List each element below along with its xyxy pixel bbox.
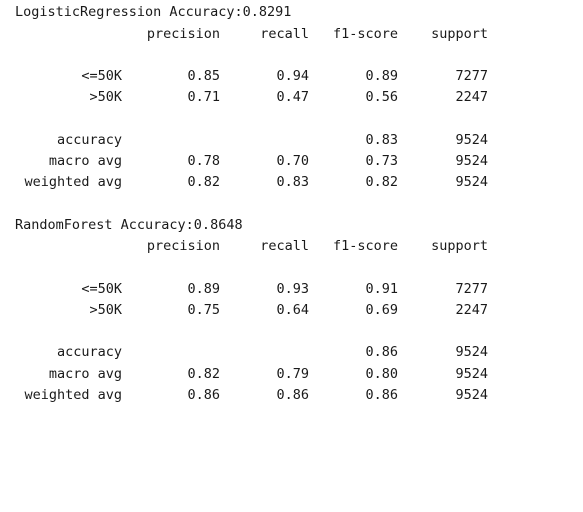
row-label: weighted avg: [24, 387, 122, 403]
f1-value: 0.89: [365, 68, 398, 84]
precision-value: 0.89: [187, 281, 220, 297]
recall-value: 0.94: [276, 68, 309, 84]
recall-value: 0.93: [276, 281, 309, 297]
recall-value: 0.83: [276, 174, 309, 190]
report-title: RandomForest Accuracy:0.8648: [15, 217, 243, 233]
support-value: 9524: [455, 174, 488, 190]
precision-value: 0.85: [187, 68, 220, 84]
precision-value: 0.75: [187, 302, 220, 318]
support-value: 2247: [455, 302, 488, 318]
header-support: support: [431, 238, 488, 254]
report-title: LogisticRegression Accuracy:0.8291: [15, 4, 292, 20]
header-precision: precision: [146, 26, 220, 42]
precision-value: 0.82: [187, 174, 220, 190]
row-label: macro avg: [48, 366, 122, 382]
precision-value: 0.71: [187, 89, 220, 105]
f1-value: 0.56: [365, 89, 398, 105]
report-title-row: LogisticRegression Accuracy:0.8291: [0, 3, 583, 21]
f1-value: 0.69: [365, 302, 398, 318]
support-value: 7277: [455, 68, 488, 84]
table-row: >50K 0.75 0.64 0.69 2247: [0, 301, 583, 319]
support-value: 9524: [455, 366, 488, 382]
header-f1-score: f1-score: [332, 26, 398, 42]
header-recall: recall: [260, 238, 309, 254]
table-row: accuracy 0.83 9524: [0, 131, 583, 149]
support-value: 9524: [455, 387, 488, 403]
row-label: <=50K: [81, 68, 122, 84]
f1-value: 0.73: [365, 153, 398, 169]
table-row: weighted avg 0.82 0.83 0.82 9524: [0, 173, 583, 191]
row-label: accuracy: [56, 344, 122, 360]
row-label: macro avg: [48, 153, 122, 169]
table-row: macro avg 0.82 0.79 0.80 9524: [0, 365, 583, 383]
table-row: accuracy 0.86 9524: [0, 343, 583, 361]
recall-value: 0.86: [276, 387, 309, 403]
f1-value: 0.82: [365, 174, 398, 190]
row-label: >50K: [89, 302, 122, 318]
f1-value: 0.83: [365, 132, 398, 148]
header-row: precision recall f1-score support: [0, 25, 583, 43]
row-label: weighted avg: [24, 174, 122, 190]
header-f1-score: f1-score: [332, 238, 398, 254]
precision-value: 0.82: [187, 366, 220, 382]
table-row: >50K 0.71 0.47 0.56 2247: [0, 88, 583, 106]
f1-value: 0.80: [365, 366, 398, 382]
recall-value: 0.64: [276, 302, 309, 318]
precision-value: 0.78: [187, 153, 220, 169]
table-row: <=50K 0.85 0.94 0.89 7277: [0, 67, 583, 85]
report-title-row: RandomForest Accuracy:0.8648: [0, 216, 583, 234]
header-recall: recall: [260, 26, 309, 42]
support-value: 7277: [455, 281, 488, 297]
table-row: weighted avg 0.86 0.86 0.86 9524: [0, 386, 583, 404]
support-value: 2247: [455, 89, 488, 105]
support-value: 9524: [455, 132, 488, 148]
table-row: macro avg 0.78 0.70 0.73 9524: [0, 152, 583, 170]
f1-value: 0.91: [365, 281, 398, 297]
f1-value: 0.86: [365, 387, 398, 403]
recall-value: 0.47: [276, 89, 309, 105]
row-label: accuracy: [56, 132, 122, 148]
support-value: 9524: [455, 153, 488, 169]
table-row: <=50K 0.89 0.93 0.91 7277: [0, 280, 583, 298]
row-label: <=50K: [81, 281, 122, 297]
recall-value: 0.70: [276, 153, 309, 169]
f1-value: 0.86: [365, 344, 398, 360]
header-support: support: [431, 26, 488, 42]
recall-value: 0.79: [276, 366, 309, 382]
header-precision: precision: [146, 238, 220, 254]
header-row: precision recall f1-score support: [0, 237, 583, 255]
row-label: >50K: [89, 89, 122, 105]
precision-value: 0.86: [187, 387, 220, 403]
support-value: 9524: [455, 344, 488, 360]
